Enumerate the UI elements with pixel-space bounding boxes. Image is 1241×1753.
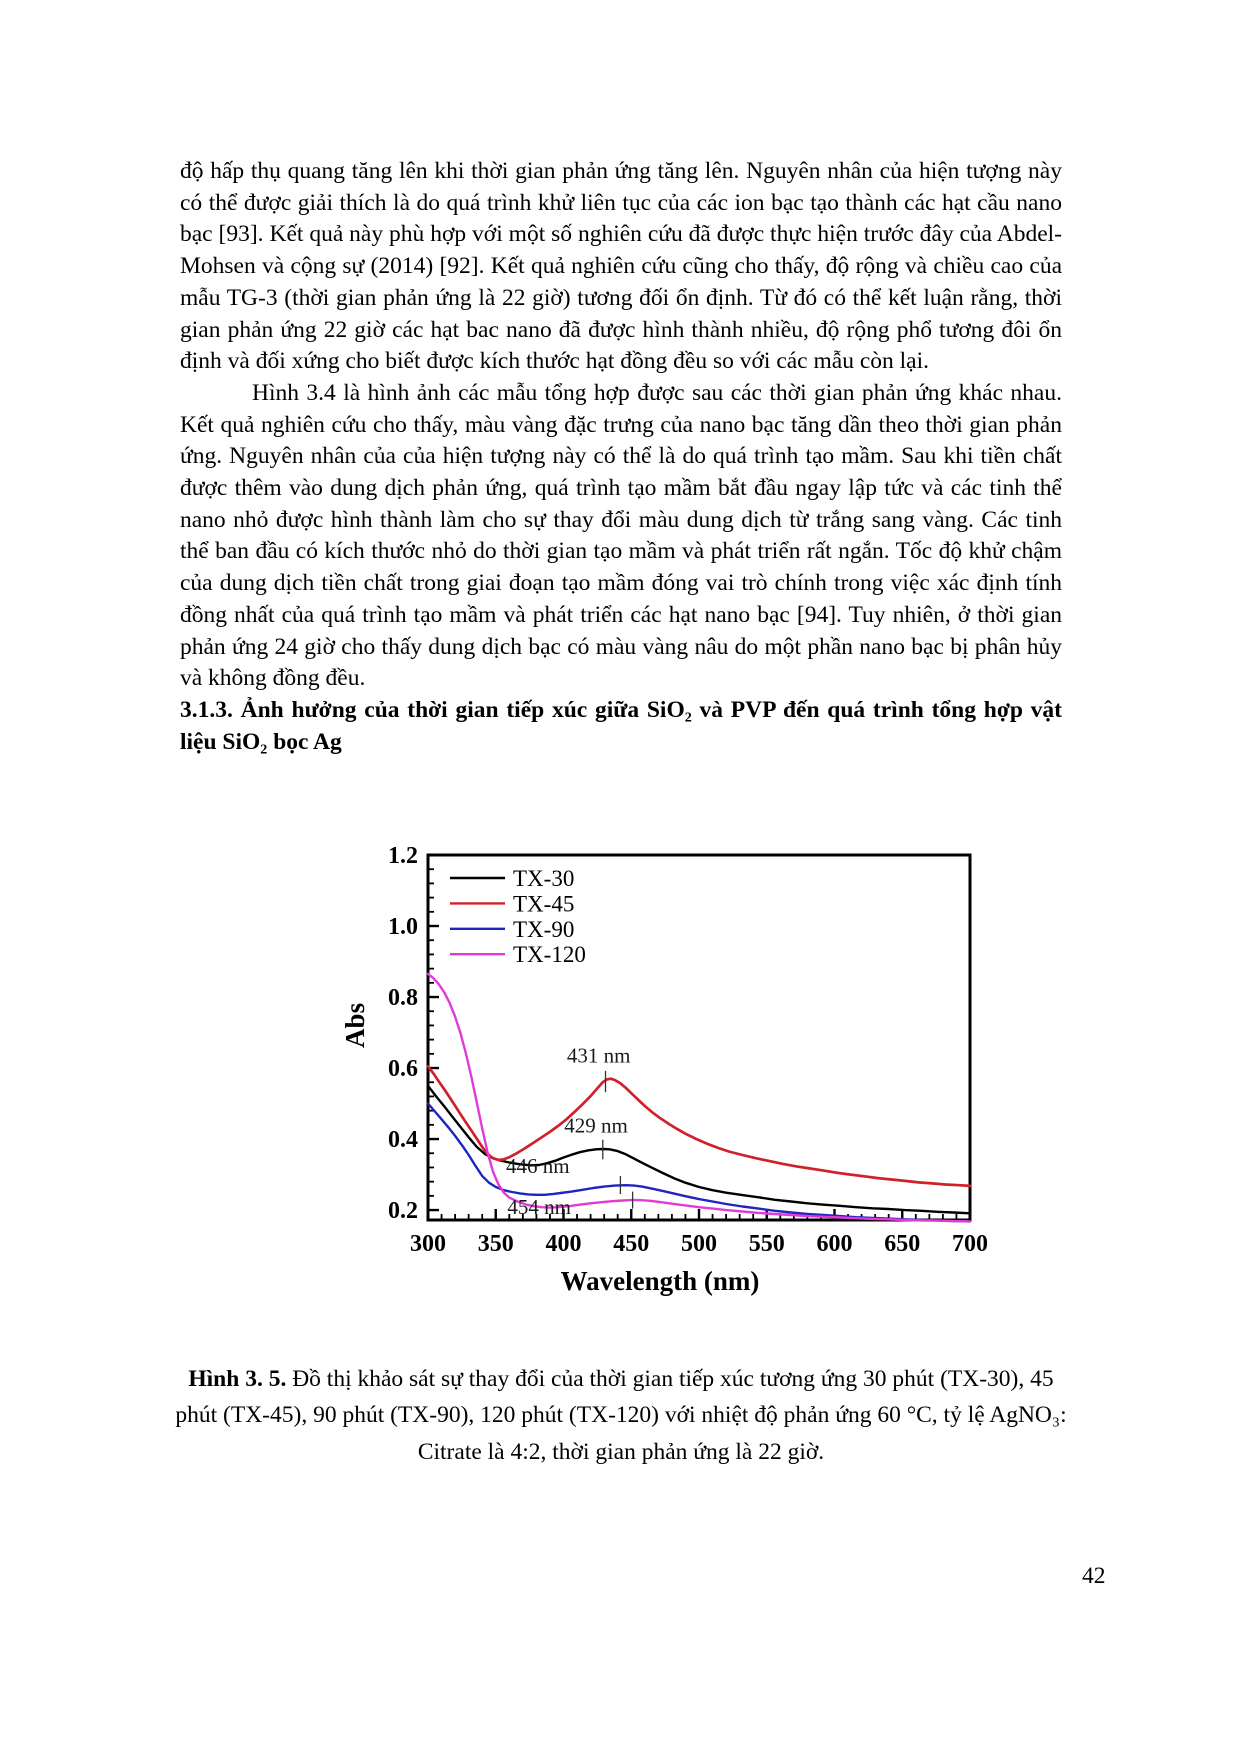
- paragraph-2: Hình 3.4 là hình ảnh các mẫu tổng hợp đư…: [180, 379, 1062, 692]
- y-tick-label: 0.4: [388, 1127, 418, 1153]
- y-axis-title: Abs: [340, 1003, 370, 1048]
- series-tx-90: [426, 1102, 972, 1223]
- section-heading: 3.1.3. Ảnh hưởng của thời gian tiếp xúc …: [180, 696, 1062, 755]
- peak-label: 446 nm: [506, 1154, 570, 1178]
- y-tick-label: 0.6: [388, 1056, 418, 1082]
- x-tick-label: 300: [410, 1231, 446, 1257]
- legend-label-tx-120: TX-120: [513, 942, 586, 967]
- y-tick-label: 0.2: [388, 1198, 418, 1224]
- legend-label-tx-90: TX-90: [513, 917, 574, 942]
- figure-caption-text: Đồ thị khảo sát sự thay đổi của thời gia…: [175, 1365, 1067, 1466]
- x-tick-label: 450: [613, 1231, 649, 1257]
- x-tick-label: 350: [478, 1231, 514, 1257]
- x-tick-label: 400: [546, 1231, 582, 1257]
- paragraph-1: độ hấp thụ quang tăng lên khi thời gian …: [180, 158, 1062, 375]
- figure-caption-label: Hình 3. 5.: [188, 1365, 287, 1392]
- absorbance-chart-svg: 300 350 400 450 500 550 600 650 700 0.2 0.4 0.6 0.8 1…: [340, 843, 988, 1296]
- figure-caption: Hình 3. 5. Đồ thị khảo sát sự thay đổi c…: [170, 1361, 1072, 1471]
- absorbance-chart: 300 350 400 450 500 550 600 650 700 0.2 0.4 0.6 0.8 1…: [330, 843, 1020, 1310]
- y-tick-label: 1.2: [388, 845, 418, 869]
- legend-label-tx-45: TX-45: [513, 891, 574, 916]
- x-tick-label: 600: [817, 1231, 853, 1257]
- x-tick-label: 650: [884, 1231, 920, 1257]
- x-axis-title: Wavelength (nm): [561, 1266, 760, 1296]
- y-tick-label: 0.8: [388, 985, 418, 1011]
- plot-frame: [426, 853, 972, 1222]
- y-tick-label: 1.0: [388, 914, 418, 940]
- x-tick-label: 550: [749, 1231, 785, 1257]
- peak-label: 454 nm: [507, 1195, 571, 1219]
- peak-label: 431 nm: [567, 1044, 631, 1068]
- text-block: độ hấp thụ quang tăng lên khi thời gian …: [180, 156, 1062, 758]
- peak-label: 429 nm: [564, 1114, 628, 1138]
- page-number: 42: [1082, 1563, 1106, 1589]
- series-tx-45: [426, 1064, 972, 1188]
- x-tick-label: 500: [681, 1231, 717, 1257]
- legend-label-tx-30: TX-30: [513, 866, 574, 891]
- x-tick-label: 700: [952, 1231, 988, 1257]
- series-tx-120: [426, 972, 972, 1223]
